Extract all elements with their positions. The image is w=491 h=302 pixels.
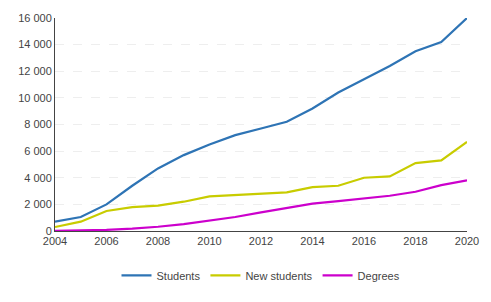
svg-text:2006: 2006 [94, 235, 118, 247]
svg-text:16 000: 16 000 [18, 12, 52, 24]
svg-text:0: 0 [46, 225, 52, 237]
svg-text:10 000: 10 000 [18, 92, 52, 104]
svg-text:8 000: 8 000 [24, 118, 52, 130]
svg-text:6 000: 6 000 [24, 145, 52, 157]
svg-text:14 000: 14 000 [18, 38, 52, 50]
svg-text:2018: 2018 [403, 235, 427, 247]
svg-text:2014: 2014 [300, 235, 324, 247]
svg-text:2020: 2020 [455, 235, 479, 247]
svg-text:2010: 2010 [197, 235, 221, 247]
svg-text:Students: Students [157, 270, 201, 282]
svg-text:2016: 2016 [352, 235, 376, 247]
svg-text:New students: New students [245, 270, 312, 282]
svg-text:Degrees: Degrees [358, 270, 400, 282]
svg-text:12 000: 12 000 [18, 65, 52, 77]
svg-text:2 000: 2 000 [24, 198, 52, 210]
svg-text:2004: 2004 [43, 235, 67, 247]
svg-text:4 000: 4 000 [24, 172, 52, 184]
svg-text:2008: 2008 [146, 235, 170, 247]
svg-text:2012: 2012 [249, 235, 273, 247]
